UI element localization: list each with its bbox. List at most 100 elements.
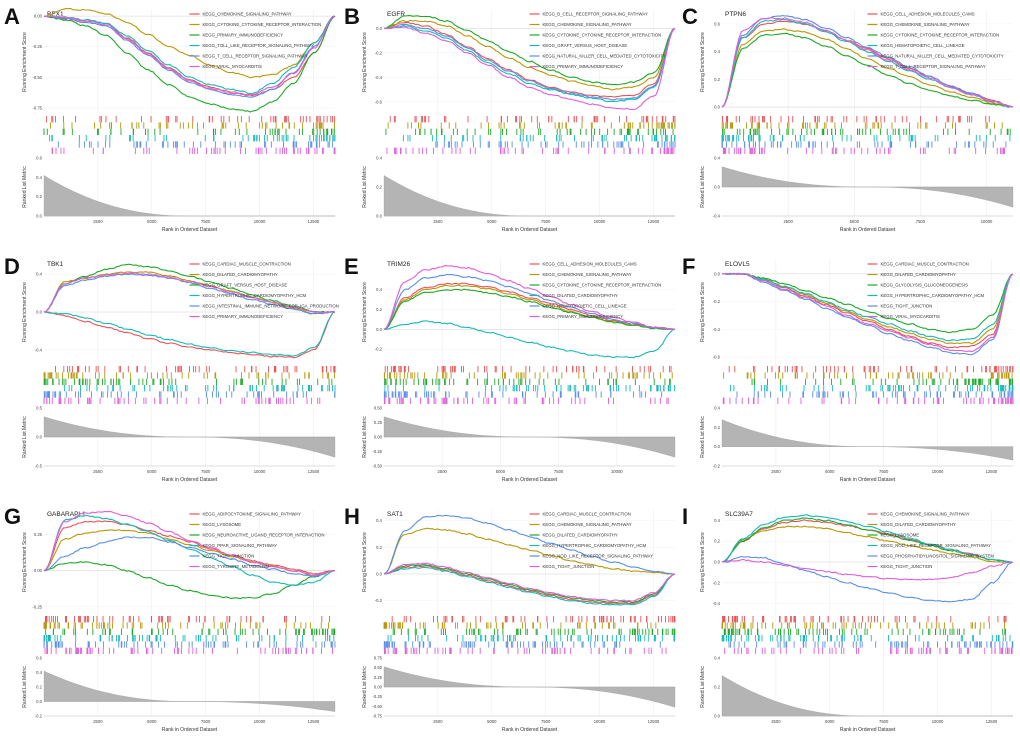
ytick-label: -0.50 — [32, 75, 42, 80]
legend-label: KEGG_HYPERTROPHIC_CARDIOMYOPATHY_HCM — [881, 293, 985, 298]
metric-ytick-label: 0.2 — [36, 194, 42, 199]
legend-label: KEGG_DILATED_CARDIOMYOPATHY — [543, 293, 618, 298]
legend-label: KEGG_PPAR_SIGNALING_PATHWAY — [203, 543, 278, 548]
metric-ytick-label: 0.0 — [376, 214, 382, 219]
xtick-label: 5000 — [825, 469, 835, 474]
series-line — [383, 265, 676, 330]
panel-d: D TBK1 Running Enrichment Score Ranked List… — [4, 254, 339, 483]
series-line — [43, 311, 336, 359]
xtick-label: 7500 — [201, 719, 211, 724]
xlabel: Rank in Ordered Dataset — [162, 477, 218, 483]
ytick-label: 0.0 — [714, 271, 720, 276]
legend-label: KEGG_LYSOSOME — [203, 522, 242, 527]
xtick-label: 7500 — [541, 219, 551, 224]
gene-title: PTPN6 — [725, 11, 746, 18]
series-line — [383, 288, 676, 330]
legend-label: KEGG_HYPERTROPHIC_CARDIOMYOPATHY_HCM — [203, 293, 307, 298]
series-line — [43, 510, 336, 576]
ytick-label: -0.25 — [32, 44, 42, 49]
ylabel-bottom: Ranked List Metric — [362, 166, 368, 208]
ylabel-bottom: Ranked List Metric — [362, 666, 368, 708]
gene-title: EGFR — [387, 11, 405, 18]
ytick-label: 0.0 — [376, 572, 382, 577]
gene-title: BEX1 — [47, 11, 64, 18]
series-line — [383, 273, 676, 331]
panel-a: A BEX1 Running Enrichment Score Ranked List… — [4, 4, 336, 233]
xtick-label: 7500 — [201, 469, 211, 474]
series-line — [43, 536, 336, 578]
ytick-label: 0.00 — [34, 14, 43, 19]
legend-label: KEGG_ADIPOCYTOKINE_SIGNALING_PATHWAY — [203, 512, 302, 517]
metric-ytick-label: 0.25 — [374, 420, 383, 425]
metric-ytick-label: 0.0 — [36, 435, 42, 440]
ytick-label: 0.25 — [34, 532, 43, 537]
metric-ytick-label: -0.2 — [35, 714, 43, 719]
ranked-metric-area — [721, 675, 1013, 717]
ytick-label: 0.0 — [714, 105, 720, 110]
xtick-label: 5000 — [825, 719, 835, 724]
xtick-label: 10000 — [932, 469, 944, 474]
xtick-label: 7500 — [541, 719, 551, 724]
legend-label: KEGG_GLYCOLYSIS_GLUCONEOGENESIS — [881, 283, 969, 288]
ylabel-bottom: Ranked List Metric — [22, 666, 28, 708]
gene-title: SLC39A7 — [725, 511, 753, 518]
xtick-label: 10000 — [254, 719, 266, 724]
legend-label: KEGG_DILATED_CARDIOMYOPATHY — [203, 272, 278, 277]
metric-ytick-label: 0.0 — [36, 214, 42, 219]
legend-label: KEGG_TIGHT_JUNCTION — [203, 554, 255, 559]
metric-ytick-label: 0.2 — [714, 685, 720, 690]
series-line — [383, 24, 676, 103]
legend-label: KEGG_DILATED_CARDIOMYOPATHY — [881, 522, 956, 527]
metric-ytick-label: -0.4 — [713, 214, 721, 219]
xtick-label: 7500 — [879, 719, 889, 724]
xlabel: Rank in Ordered Dataset — [162, 227, 218, 233]
legend-label: KEGG_NATURAL_KILLER_CELL_MEDIATED_CYTOTO… — [543, 54, 666, 59]
legend-label: KEGG_TOLL_LIKE_RECEPTOR_SIGNALING_PATHWA… — [203, 43, 315, 48]
series-line — [43, 561, 336, 600]
xtick-label: 5000 — [487, 719, 497, 724]
series-line — [722, 272, 1014, 356]
legend-label: KEGG_CYTOKINE_CYTOKINE_RECEPTOR_INTERACT… — [881, 33, 1000, 38]
ylabel-bottom: Ranked List Metric — [700, 166, 706, 208]
legend-label: KEGG_VIRAL_MYOCARDITIS — [881, 314, 941, 319]
legend-label: KEGG_NOD_LIKE_RECEPTOR_SIGNALING_PATHWAY — [543, 554, 654, 559]
ytick-label: 0.4 — [714, 518, 720, 523]
gene-title: GABARAPL1 — [47, 511, 86, 518]
panel-letter: E — [344, 254, 359, 279]
xtick-label: 12500 — [648, 219, 660, 224]
legend-label: KEGG_NATURAL_KILLER_CELL_MEDIATED_CYTOTO… — [881, 54, 1004, 59]
legend-label: KEGG_CHEMOKINE_SIGNALING_PATHWAY — [203, 12, 292, 17]
metric-ytick-label: -0.5 — [35, 464, 43, 469]
ytick-label: -0.25 — [32, 604, 42, 609]
series-line — [384, 19, 676, 91]
panel-g: G GABARAPL1 Running Enrichment Score Ranked… — [4, 504, 336, 733]
xtick-label: 12500 — [986, 469, 998, 474]
xtick-label: 2500 — [93, 219, 103, 224]
metric-ytick-label: 0.50 — [374, 406, 383, 411]
ytick-label: -0.2 — [375, 598, 383, 603]
metric-ytick-label: -0.25 — [372, 694, 382, 699]
ytick-label: -0.75 — [32, 105, 42, 110]
series-line — [383, 566, 676, 606]
series-line — [43, 514, 336, 586]
legend-label: KEGG_HEMATOPOIETIC_CELL_LINEAGE — [543, 304, 627, 309]
series-line — [383, 284, 676, 330]
legend-label: KEGG_T_CELL_RECEPTOR_SIGNALING_PATHWAY — [881, 64, 986, 69]
panel-letter: B — [344, 4, 360, 29]
series-line — [383, 514, 676, 575]
series-line — [721, 558, 1014, 581]
xtick-label: 10000 — [594, 719, 606, 724]
ytick-label: -0.6 — [713, 355, 721, 360]
xtick-label: 2500 — [438, 469, 448, 474]
series-line — [43, 520, 336, 575]
series-line — [722, 272, 1014, 353]
legend-label: KEGG_CHEMOKINE_SIGNALING_PATHWAY — [543, 272, 632, 277]
xtick-label: 12500 — [648, 719, 660, 724]
panel-letter: F — [682, 254, 695, 279]
ytick-label: 0.00 — [34, 568, 43, 573]
metric-ytick-label: -0.25 — [372, 449, 382, 454]
gene-title: TRIM26 — [387, 261, 411, 268]
legend-label: KEGG_CELL_ADHESION_MOLECULES_CAMS — [881, 12, 975, 17]
gene-title: ELOVL5 — [725, 261, 750, 268]
xtick-label: 5000 — [147, 719, 157, 724]
